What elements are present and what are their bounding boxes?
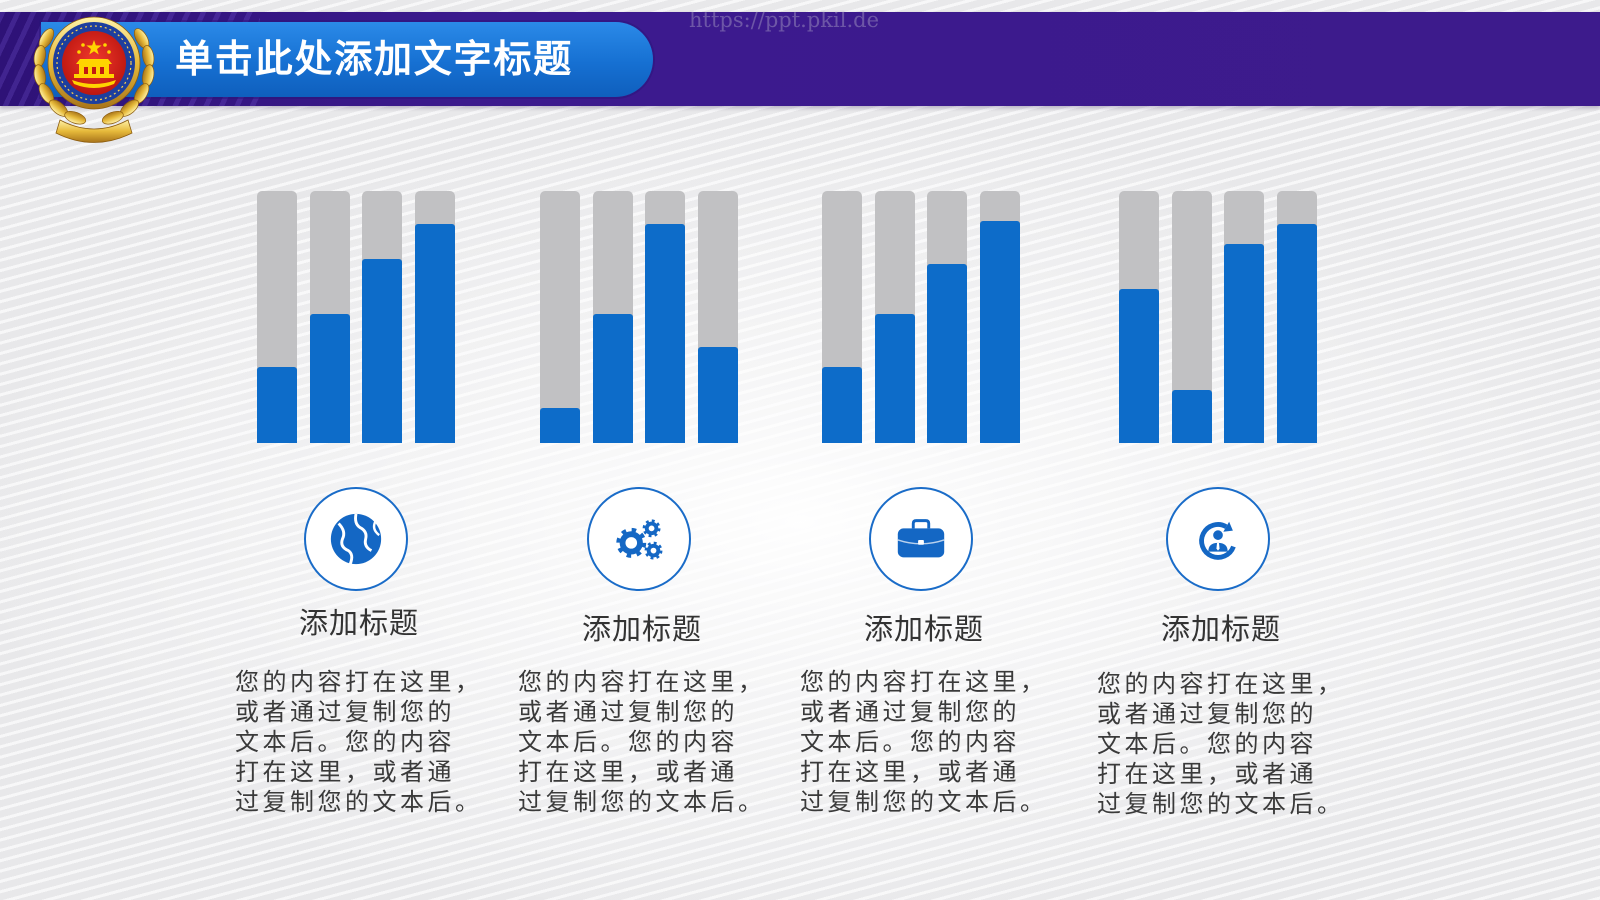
description-line: 打在这里，或者通 <box>800 758 1020 786</box>
bar-chart-4 <box>1119 191 1317 443</box>
user-refresh-icon <box>1199 521 1236 560</box>
bar-2 <box>592 314 633 443</box>
icon-badge <box>869 487 973 591</box>
description-line: 过复制您的文本后。 <box>800 788 1048 816</box>
description-line: 您的内容打在这里， <box>1097 670 1345 698</box>
description-line: 过复制您的文本后。 <box>235 788 483 816</box>
bar-track-2 <box>1171 191 1212 443</box>
description-line: 打在这里，或者通 <box>1097 760 1317 788</box>
bar-2 <box>1171 390 1212 443</box>
bar-4 <box>1276 224 1317 443</box>
bar-2 <box>874 314 915 443</box>
description-line: 或者通过复制您的 <box>518 698 738 726</box>
bar-track-4 <box>1276 191 1317 443</box>
description-line: 您的内容打在这里， <box>235 668 483 696</box>
bar-4 <box>414 224 455 443</box>
slide-title[interactable]: 单击此处添加文字标题 <box>175 37 574 81</box>
description-line: 过复制您的文本后。 <box>1097 790 1345 818</box>
card-description: 您的内容打在这里， 或者通过复制您的 文本后。您的内容 打在这里，或者通 过复制… <box>800 667 1060 817</box>
bar-track-2 <box>874 191 915 443</box>
bar-3 <box>362 259 403 443</box>
police-emblem-icon <box>28 8 160 144</box>
bar-track-3 <box>1224 191 1265 443</box>
description-line: 您的内容打在这里， <box>800 668 1048 696</box>
card-title: 添加标题 <box>863 612 984 646</box>
bar-3 <box>1224 244 1265 443</box>
bar-1 <box>1119 289 1159 443</box>
bar-track-1 <box>1119 191 1159 443</box>
description-line: 文本后。您的内容 <box>800 728 1020 756</box>
description-line: 打在这里，或者通 <box>518 758 738 786</box>
bar-3 <box>645 224 686 443</box>
description-line: 打在这里，或者通 <box>235 758 455 786</box>
bar-4 <box>697 347 738 443</box>
bar-3 <box>927 264 968 443</box>
icon-badge <box>1166 487 1270 591</box>
bar-track-2 <box>592 191 633 443</box>
briefcase-icon <box>897 519 945 558</box>
bar-4 <box>979 221 1020 443</box>
bar-track-3 <box>645 191 686 443</box>
police-emblem-logo <box>33 16 155 143</box>
card-description: 您的内容打在这里， 或者通过复制您的 文本后。您的内容 打在这里，或者通 过复制… <box>1097 669 1357 819</box>
bar-chart-1 <box>257 191 455 443</box>
icon-badge <box>304 487 408 591</box>
watermark: https://ppt.pkil.de <box>689 8 879 32</box>
bar-1 <box>540 408 580 443</box>
card-title: 添加标题 <box>298 606 419 640</box>
bar-track-1 <box>257 191 297 443</box>
card-description: 您的内容打在这里， 或者通过复制您的 文本后。您的内容 打在这里，或者通 过复制… <box>235 667 495 817</box>
bar-track-4 <box>414 191 455 443</box>
bar-track-2 <box>309 191 350 443</box>
bar-chart-2 <box>540 191 738 443</box>
bar-track-1 <box>540 191 580 443</box>
description-line: 文本后。您的内容 <box>235 728 455 756</box>
bar-track-4 <box>979 191 1020 443</box>
bar-track-3 <box>362 191 403 443</box>
bar-track-3 <box>927 191 968 443</box>
bar-2 <box>309 314 350 443</box>
bar-1 <box>822 367 862 443</box>
bar-1 <box>257 367 297 443</box>
globe-icon <box>330 513 382 565</box>
card-title: 添加标题 <box>581 612 702 646</box>
description-line: 文本后。您的内容 <box>518 728 738 756</box>
description-line: 或者通过复制您的 <box>800 698 1020 726</box>
icon-badge <box>587 487 691 591</box>
card-description: 您的内容打在这里， 或者通过复制您的 文本后。您的内容 打在这里，或者通 过复制… <box>518 667 778 817</box>
bar-track-4 <box>697 191 738 443</box>
bar-track-1 <box>822 191 862 443</box>
gears-icon <box>616 519 663 560</box>
description-line: 您的内容打在这里， <box>518 668 766 696</box>
description-line: 过复制您的文本后。 <box>518 788 766 816</box>
description-line: 或者通过复制您的 <box>1097 700 1317 728</box>
card-title: 添加标题 <box>1160 612 1281 646</box>
bar-chart-3 <box>822 191 1020 443</box>
description-line: 文本后。您的内容 <box>1097 730 1317 758</box>
description-line: 或者通过复制您的 <box>235 698 455 726</box>
